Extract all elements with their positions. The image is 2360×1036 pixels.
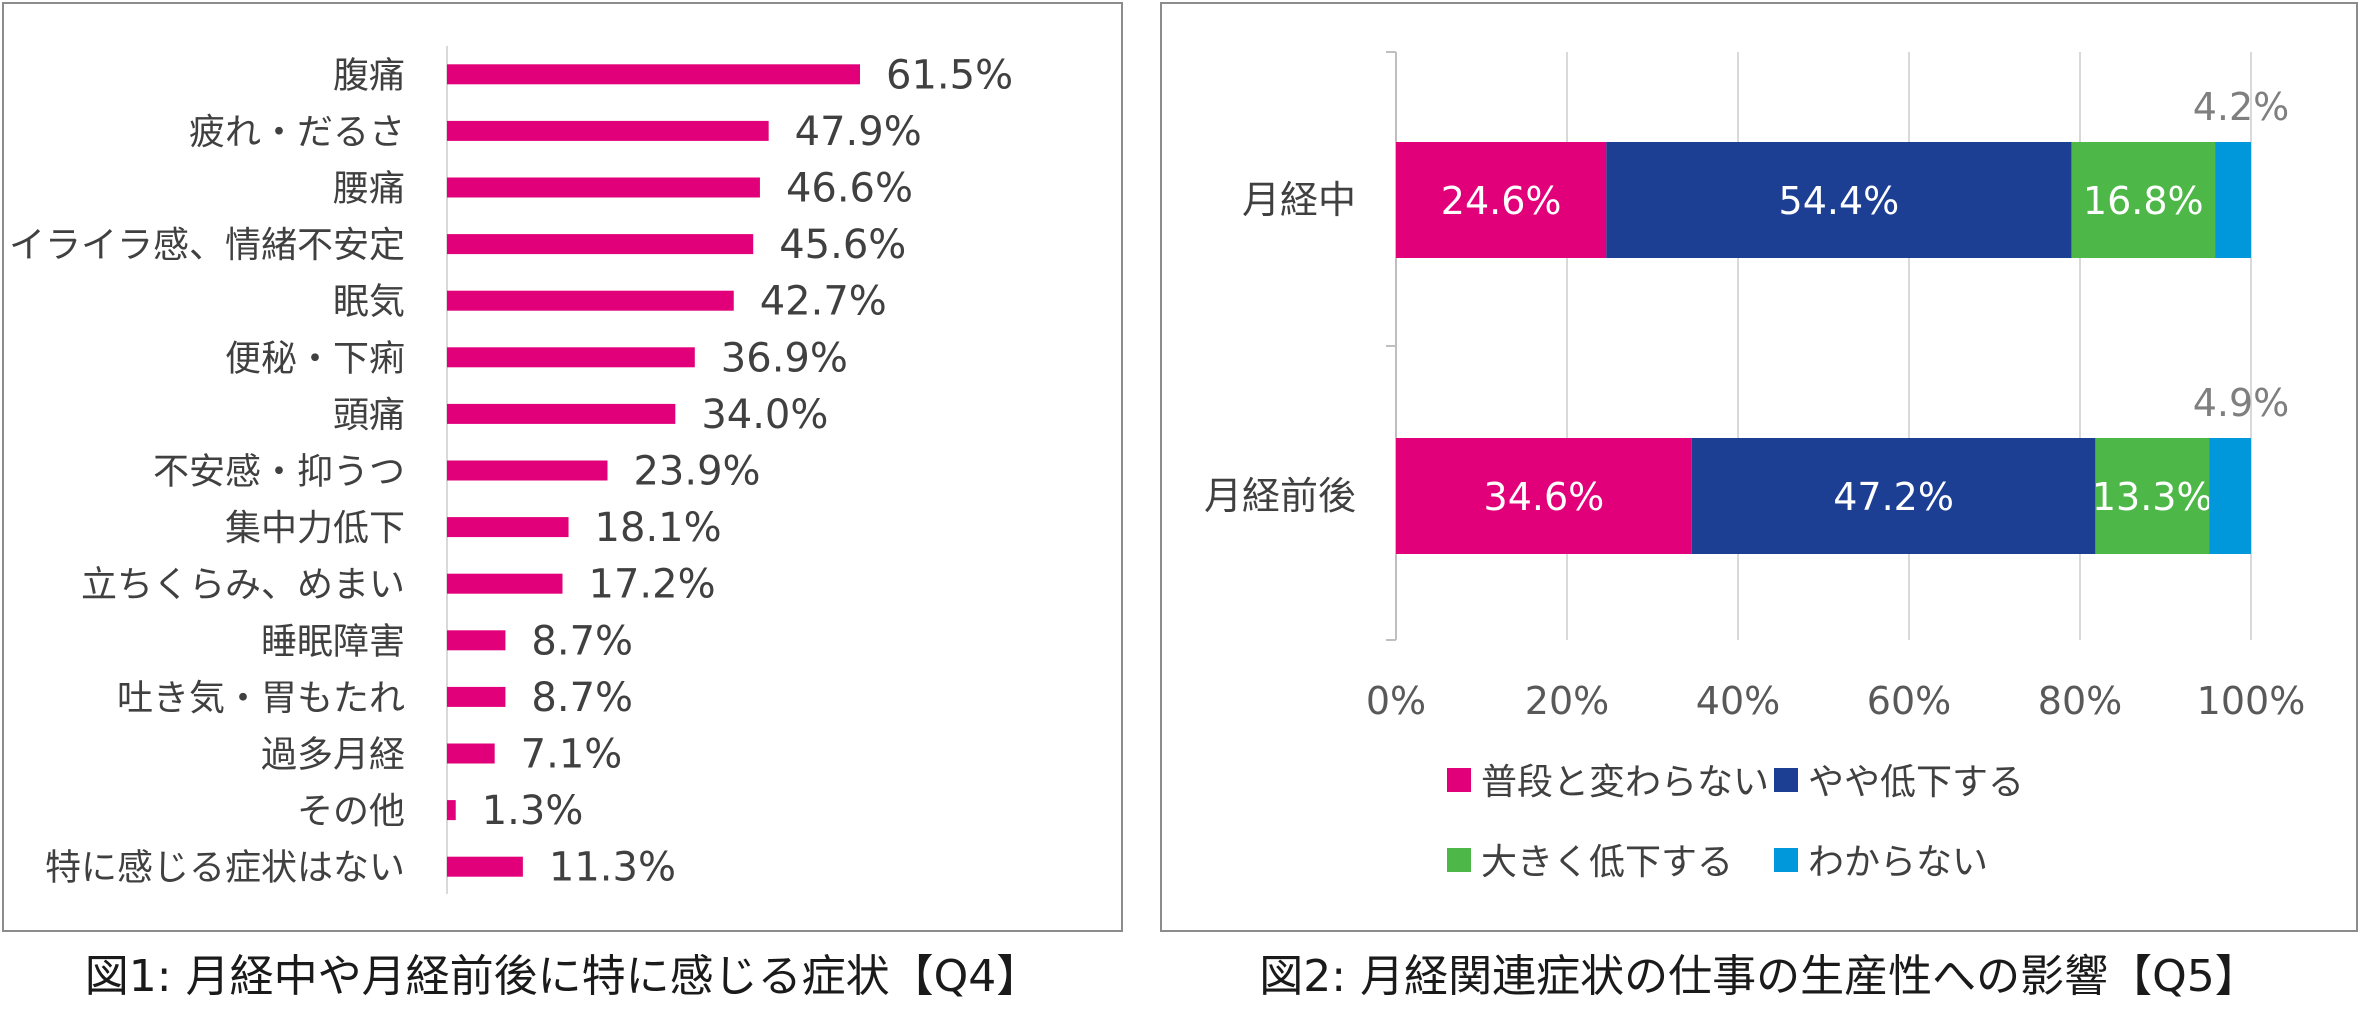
chart1-bar bbox=[447, 630, 506, 651]
chart1-value-label: 7.1% bbox=[521, 732, 623, 778]
symptoms-chart-panel: 腹痛 61.5% 疲れ・だるさ 47.9% 腰痛 46.6% イライラ感、情緒不安定 45.6… bbox=[2, 2, 1123, 932]
chart1-category-label: イライラ感、情緒不安定 bbox=[9, 225, 405, 266]
chart1-category-label: 吐き気・胃もたれ bbox=[117, 678, 405, 719]
chart1-value-label: 17.2% bbox=[589, 562, 716, 608]
chart1-bar bbox=[447, 347, 695, 368]
chart1-category-label: 不安感・抑うつ bbox=[153, 452, 405, 493]
chart1-bar bbox=[447, 460, 608, 481]
chart1-value-label: 47.9% bbox=[795, 109, 922, 155]
chart1-value-label: 34.0% bbox=[701, 392, 828, 438]
chart1-category-label: 立ちくらみ、めまい bbox=[81, 565, 405, 606]
chart1-value-label: 18.1% bbox=[595, 505, 722, 551]
chart2-legend-swatch bbox=[1774, 848, 1798, 872]
chart2-bar-segment bbox=[1691, 438, 2096, 554]
chart1-bar bbox=[447, 64, 860, 85]
chart1-bar bbox=[447, 517, 569, 538]
chart2-category-label: 月経中 bbox=[1242, 178, 1356, 222]
chart1-value-label: 61.5% bbox=[886, 52, 1013, 98]
chart2-x-tick-label: 40% bbox=[1696, 679, 1780, 723]
chart2-x-tick-label: 60% bbox=[1867, 679, 1951, 723]
chart1-bar bbox=[447, 856, 523, 877]
chart1-bar bbox=[447, 573, 563, 594]
chart1-value-label: 11.3% bbox=[549, 845, 676, 891]
chart2-caption: 図2: 月経関連症状の仕事の生産性への影響【Q5】 bbox=[1259, 951, 2259, 1002]
chart2-x-tick-label: 20% bbox=[1525, 679, 1609, 723]
chart1-category-label: 睡眠障害 bbox=[261, 621, 405, 662]
chart2-legend-swatch bbox=[1447, 848, 1471, 872]
chart2-segment-label: 24.6% bbox=[1441, 179, 1562, 223]
chart2-bar-segment bbox=[1396, 438, 1692, 554]
chart1-caption: 図1: 月経中や月経前後に特に感じる症状【Q4】 bbox=[84, 951, 1041, 1002]
chart2-segment-label: 13.3% bbox=[2092, 475, 2213, 519]
productivity-chart-panel: 0% 20% 40% 60% 80% 100% 月経中 24.6% 54.4% 16.8% 4.2%… bbox=[1160, 2, 2358, 932]
chart2-legend-swatch bbox=[1774, 768, 1798, 792]
chart1-category-label: 腹痛 bbox=[333, 55, 405, 96]
chart1-value-label: 36.9% bbox=[721, 335, 848, 381]
chart1-category-label: 眠気 bbox=[333, 282, 405, 323]
chart2-x-tick-label: 100% bbox=[2197, 679, 2306, 723]
chart1-value-label: 42.7% bbox=[760, 279, 887, 325]
chart1-category-label: 特に感じる症状はない bbox=[45, 848, 405, 889]
chart1-value-label: 46.6% bbox=[786, 166, 913, 212]
chart1-bar bbox=[447, 403, 676, 424]
chart1-bar bbox=[447, 743, 495, 764]
chart1-bar bbox=[447, 290, 734, 311]
chart2-bar-segment bbox=[1396, 142, 1607, 258]
chart1-bar bbox=[447, 120, 769, 141]
chart1-value-label: 1.3% bbox=[482, 788, 584, 834]
symptoms-bar-chart: 腹痛 61.5% 疲れ・だるさ 47.9% 腰痛 46.6% イライラ感、情緒不安定 45.6… bbox=[9, 46, 1013, 894]
chart1-category-label: 疲れ・だるさ bbox=[189, 112, 405, 153]
chart2-bar-segment bbox=[2095, 438, 2210, 554]
productivity-stacked-bar-chart: 0% 20% 40% 60% 80% 100% 月経中 24.6% 54.4% 16.8% 4.2%… bbox=[1204, 51, 2306, 883]
chart2-segment-label: 4.2% bbox=[2193, 85, 2290, 129]
chart1-bar bbox=[447, 686, 506, 707]
chart1-category-label: 過多月経 bbox=[261, 735, 405, 776]
chart2-legend-label: 普段と変わらない bbox=[1481, 762, 1769, 803]
chart1-value-label: 45.6% bbox=[779, 222, 906, 268]
chart2-segment-label: 34.6% bbox=[1484, 475, 1605, 519]
chart2-x-tick-label: 80% bbox=[2038, 679, 2122, 723]
chart2-segment-label: 4.9% bbox=[2193, 381, 2290, 425]
chart1-value-label: 8.7% bbox=[531, 618, 633, 664]
chart1-category-label: その他 bbox=[297, 791, 405, 832]
chart2-segment-label: 16.8% bbox=[2083, 179, 2204, 223]
chart1-value-label: 23.9% bbox=[633, 449, 760, 495]
chart2-x-tick-label: 0% bbox=[1366, 679, 1426, 723]
chart1-bar bbox=[447, 800, 456, 821]
chart2-bar-segment bbox=[2215, 142, 2251, 258]
chart2-bar-segment bbox=[2209, 438, 2251, 554]
chart1-category-label: 腰痛 bbox=[333, 169, 405, 210]
chart2-category-label: 月経前後 bbox=[1204, 474, 1356, 518]
chart2-segment-label: 47.2% bbox=[1833, 475, 1954, 519]
chart1-bar bbox=[447, 234, 754, 255]
chart2-legend-label: やや低下する bbox=[1808, 762, 2024, 803]
chart1-category-label: 頭痛 bbox=[333, 395, 405, 436]
chart2-legend-label: 大きく低下する bbox=[1481, 842, 1733, 883]
chart2-bar-segment bbox=[2071, 142, 2216, 258]
chart1-category-label: 集中力低下 bbox=[225, 508, 405, 549]
chart1-category-label: 便秘・下痢 bbox=[225, 338, 405, 379]
chart2-segment-label: 54.4% bbox=[1779, 179, 1900, 223]
chart2-legend-label: わからない bbox=[1808, 842, 1988, 883]
chart2-legend-swatch bbox=[1447, 768, 1471, 792]
chart1-value-label: 8.7% bbox=[531, 675, 633, 721]
chart1-bar bbox=[447, 177, 760, 198]
chart2-bar-segment bbox=[1606, 142, 2072, 258]
